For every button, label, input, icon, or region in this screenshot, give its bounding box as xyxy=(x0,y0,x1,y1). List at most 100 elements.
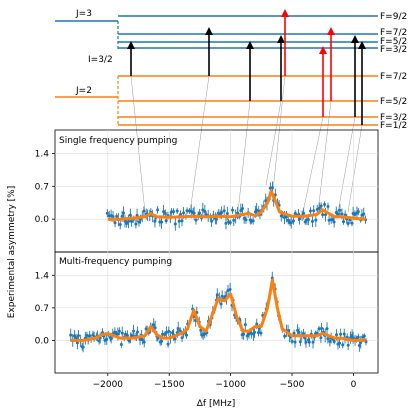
lower-level-label-f72: F=7/2 xyxy=(380,72,407,82)
top-data-point xyxy=(201,208,205,212)
bottom-data-point xyxy=(142,340,146,344)
top-data-point xyxy=(302,211,306,215)
xtick-label: −1500 xyxy=(154,380,185,390)
top-data-point xyxy=(118,222,122,226)
top-data-point xyxy=(312,209,316,213)
top-data-point xyxy=(105,211,109,215)
top-data-point xyxy=(225,212,229,216)
bottom-data-point xyxy=(176,327,180,331)
bottom-data-point xyxy=(296,328,300,332)
top-panel-title: Single frequency pumping xyxy=(59,136,177,146)
top-data-point xyxy=(323,203,327,207)
top-data-point xyxy=(214,217,218,221)
top-data-point xyxy=(289,221,293,225)
top-data-point xyxy=(175,209,179,213)
top-data-point xyxy=(346,221,350,225)
top-ytick-label: 0.0 xyxy=(35,215,50,225)
top-data-point xyxy=(353,213,357,217)
top-fit-line xyxy=(107,189,366,221)
bottom-data-point xyxy=(317,327,321,331)
top-data-point xyxy=(210,219,214,223)
upper-level-label-f32: F=3/2 xyxy=(380,45,407,55)
bottom-data-point xyxy=(220,294,224,298)
top-data-point xyxy=(228,221,232,225)
top-data-point xyxy=(350,221,354,225)
upper-level-label-f92: F=9/2 xyxy=(380,12,407,22)
bottom-data-point xyxy=(304,340,308,344)
top-data-point xyxy=(222,209,226,213)
bottom-data-point xyxy=(351,336,355,340)
top-data-point xyxy=(173,222,177,226)
bottom-data-point xyxy=(185,333,189,337)
bottom-data-point xyxy=(307,340,311,344)
bottom-data-point xyxy=(298,340,302,344)
top-fit xyxy=(107,189,366,221)
bottom-data-point xyxy=(346,343,350,347)
bottom-data-point xyxy=(356,335,360,339)
top-data-point xyxy=(120,214,124,218)
bottom-grid xyxy=(55,252,378,373)
bottom-data-point xyxy=(228,287,232,291)
top-data-point xyxy=(286,218,290,222)
top-data-point xyxy=(164,219,168,223)
top-data-point xyxy=(113,221,117,225)
bottom-data-point xyxy=(362,334,366,338)
bottom-data-point xyxy=(325,327,329,331)
top-data-point xyxy=(306,218,310,222)
bottom-data-point xyxy=(85,333,89,337)
bottom-data-point xyxy=(357,343,361,347)
i-spin-label: I=3/2 xyxy=(88,55,113,65)
upper-level-label-f52: F=5/2 xyxy=(380,37,407,47)
top-data-point xyxy=(310,219,314,223)
bottom-data-point xyxy=(339,332,343,336)
top-data-point xyxy=(232,218,236,222)
top-data-point xyxy=(185,209,189,213)
xtick-label: 0 xyxy=(351,380,357,390)
bottom-data-point xyxy=(113,330,117,334)
top-data-point xyxy=(179,212,183,216)
bottom-data-point xyxy=(163,333,167,337)
top-data-point xyxy=(251,219,255,223)
bottom-data-point xyxy=(319,336,323,340)
bottom-data-point xyxy=(153,326,157,330)
upper-level-label-f72: F=7/2 xyxy=(380,28,407,38)
top-data-point xyxy=(356,210,360,214)
bottom-data-point xyxy=(152,323,156,327)
bottom-data-point xyxy=(125,334,129,338)
axis-ticks: 0.0 0.7 1.4 0.0 0.7 1.4 −2000 −1500 −1000 −500 0 xyxy=(35,149,357,390)
top-data-point xyxy=(171,210,175,214)
y-axis-label: Experimental asymmetry [%] xyxy=(7,186,17,318)
bottom-data-point xyxy=(215,293,219,297)
bottom-data-point xyxy=(117,329,121,333)
bottom-data-point xyxy=(259,331,263,335)
top-data-point xyxy=(180,219,184,223)
top-data-point xyxy=(156,208,160,212)
top-data-point xyxy=(111,215,115,219)
xtick-label: −1000 xyxy=(215,380,246,390)
top-data-point xyxy=(338,208,342,212)
j-upper-label: J=3 xyxy=(75,9,92,19)
level-diagram: J=3 J=2 I=3/2 F=9/2 F=7/2 F=5/2 F=3/2 F=… xyxy=(55,9,407,213)
bottom-data-point xyxy=(311,340,315,344)
lower-level-label-f52: F=5/2 xyxy=(380,97,407,107)
top-data-point xyxy=(125,222,129,226)
bottom-data-point xyxy=(75,341,79,345)
top-data-point xyxy=(142,209,146,213)
top-data-point xyxy=(177,219,181,223)
top-data-point xyxy=(362,212,366,216)
top-data-point xyxy=(192,211,196,215)
top-data-point xyxy=(220,211,224,215)
bottom-data-point xyxy=(74,336,78,340)
bottom-data-point xyxy=(81,345,85,349)
bottom-data-point xyxy=(164,330,168,334)
bottom-data-point xyxy=(69,333,73,337)
bottom-data-point xyxy=(120,331,124,335)
top-data-point xyxy=(236,211,240,215)
top-data-point xyxy=(317,206,321,210)
bottom-data-point xyxy=(242,332,246,336)
bottom-data-point xyxy=(219,302,223,306)
bottom-data-point xyxy=(109,337,113,341)
bottom-data-point xyxy=(167,329,171,333)
top-data-point xyxy=(314,218,318,222)
bottom-data-point xyxy=(338,341,342,345)
